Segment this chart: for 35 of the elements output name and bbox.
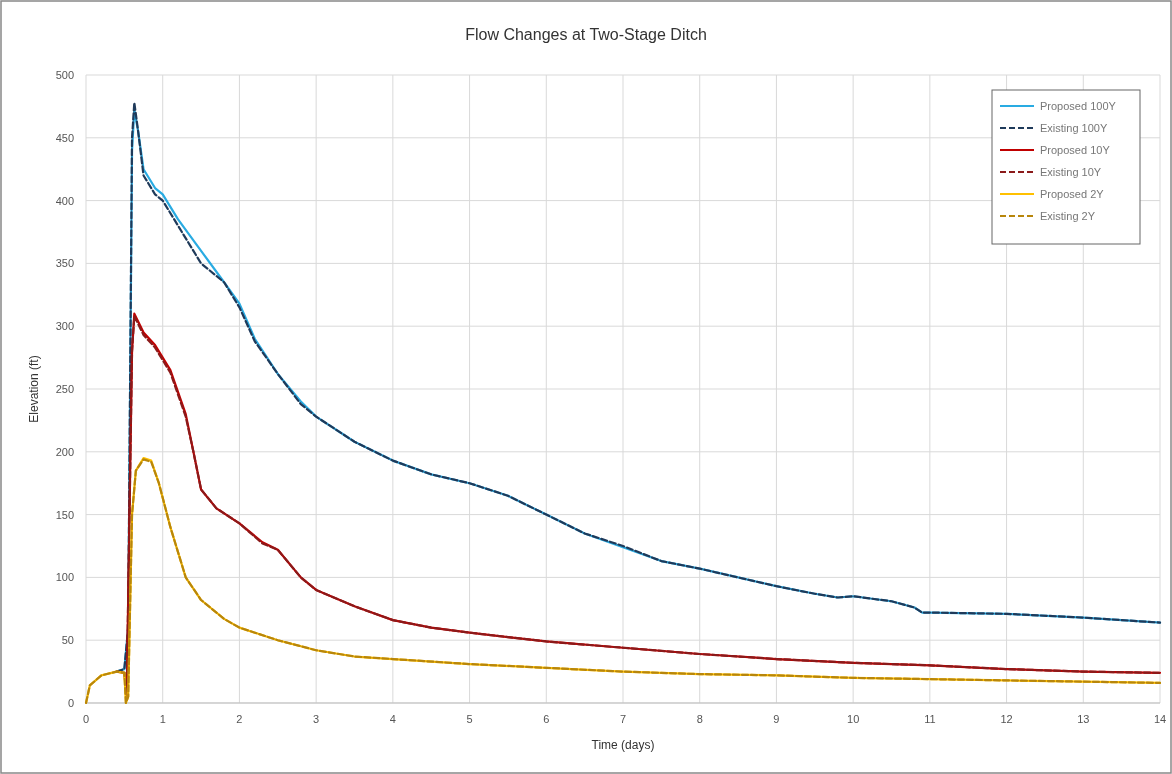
x-tick-label: 11 (924, 713, 936, 725)
y-tick-label: 300 (55, 320, 74, 333)
y-tick-label: 250 (55, 383, 74, 395)
y-tick-label: 350 (55, 257, 74, 270)
x-tick-label: 4 (389, 713, 396, 725)
legend-label: Proposed 2Y (1040, 188, 1105, 200)
legend-label: Existing 100Y (1040, 122, 1108, 134)
x-tick-label: 6 (543, 713, 550, 725)
y-tick-label: 500 (55, 69, 74, 81)
legend-label: Existing 10Y (1040, 166, 1102, 178)
x-axis-title: Time (days) (591, 738, 655, 752)
x-tick-label: 13 (1077, 713, 1090, 725)
x-tick-label: 5 (466, 713, 473, 725)
y-tick-label: 400 (55, 194, 74, 207)
legend-label: Proposed 10Y (1040, 144, 1111, 156)
y-tick-label: 0 (67, 697, 74, 709)
y-tick-label: 200 (55, 445, 74, 458)
x-tick-label: 2 (236, 713, 243, 725)
x-tick-label: 12 (1000, 713, 1013, 725)
y-tick-label: 50 (61, 634, 74, 647)
chart-title: Flow Changes at Two-Stage Ditch (465, 26, 707, 43)
y-tick-label: 150 (55, 508, 74, 521)
y-axis-title: Elevation (ft) (27, 355, 41, 423)
x-tick-label: 8 (696, 713, 703, 725)
x-tick-label: 0 (82, 713, 90, 725)
x-tick-label: 3 (313, 713, 320, 725)
x-tick-label: 10 (847, 713, 860, 725)
x-tick-label: 14 (1153, 713, 1167, 725)
y-tick-label: 450 (55, 131, 74, 144)
x-tick-label: 9 (773, 713, 780, 725)
y-tick-label: 100 (55, 571, 74, 584)
x-tick-label: 7 (619, 713, 627, 725)
legend-label: Existing 2Y (1040, 210, 1096, 222)
x-tick-label: 1 (159, 713, 166, 725)
legend-label: Proposed 100Y (1040, 100, 1117, 112)
